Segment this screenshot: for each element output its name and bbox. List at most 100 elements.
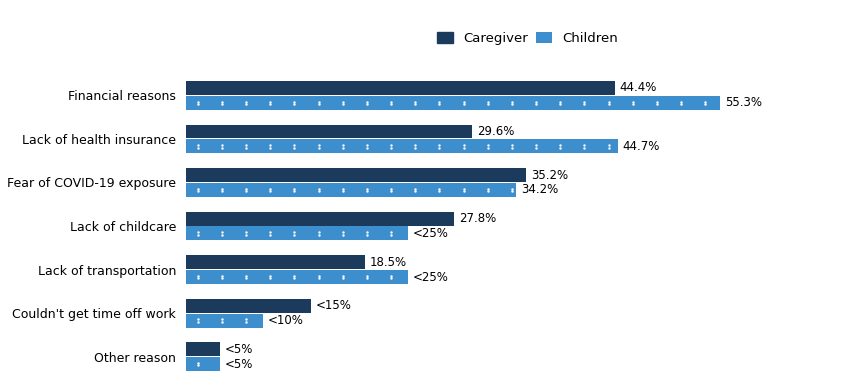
- Text: <25%: <25%: [413, 270, 449, 283]
- Point: [409, 185, 422, 192]
- Point: [456, 101, 470, 107]
- Point: [360, 101, 374, 107]
- Point: [433, 98, 446, 105]
- Point: [360, 275, 374, 281]
- Point: [336, 229, 349, 235]
- Point: [191, 362, 205, 368]
- Point: [505, 101, 518, 107]
- Point: [456, 185, 470, 192]
- Point: [699, 98, 712, 105]
- Point: [287, 98, 301, 105]
- Point: [287, 185, 301, 192]
- Bar: [185, 81, 615, 95]
- Point: [240, 275, 253, 281]
- Point: [409, 144, 422, 151]
- Point: [602, 101, 615, 107]
- Point: [336, 144, 349, 151]
- Point: [264, 188, 277, 194]
- Point: [215, 188, 229, 194]
- Point: [409, 142, 422, 148]
- Point: [505, 98, 518, 105]
- Point: [530, 142, 543, 148]
- Point: [481, 185, 495, 192]
- Point: [336, 185, 349, 192]
- Point: [674, 98, 688, 105]
- Point: [215, 142, 229, 148]
- Point: [384, 142, 398, 148]
- Point: [287, 275, 301, 281]
- Point: [240, 101, 253, 107]
- Point: [481, 101, 495, 107]
- Point: [456, 98, 470, 105]
- Point: [650, 101, 664, 107]
- Text: <15%: <15%: [316, 299, 352, 312]
- Text: 29.6%: 29.6%: [477, 125, 514, 138]
- Bar: [185, 357, 219, 371]
- Point: [336, 188, 349, 194]
- Point: [505, 144, 518, 151]
- Point: [384, 232, 398, 238]
- Point: [456, 142, 470, 148]
- Point: [312, 232, 326, 238]
- Point: [264, 185, 277, 192]
- Bar: [185, 270, 408, 284]
- Point: [215, 101, 229, 107]
- Point: [409, 188, 422, 194]
- Point: [336, 232, 349, 238]
- Point: [264, 144, 277, 151]
- Point: [215, 316, 229, 323]
- Point: [191, 185, 205, 192]
- Point: [191, 98, 205, 105]
- Point: [191, 360, 205, 366]
- Point: [384, 275, 398, 281]
- Point: [360, 229, 374, 235]
- Point: [191, 101, 205, 107]
- Text: 44.7%: 44.7%: [623, 140, 660, 153]
- Point: [287, 232, 301, 238]
- Point: [191, 273, 205, 279]
- Point: [336, 275, 349, 281]
- Point: [409, 98, 422, 105]
- Bar: [185, 299, 311, 313]
- Text: <10%: <10%: [268, 314, 303, 327]
- Point: [481, 188, 495, 194]
- Text: 34.2%: 34.2%: [521, 183, 558, 196]
- Point: [626, 98, 639, 105]
- Bar: [185, 227, 408, 240]
- Point: [505, 142, 518, 148]
- Bar: [185, 183, 516, 197]
- Point: [384, 229, 398, 235]
- Point: [578, 98, 592, 105]
- Point: [360, 232, 374, 238]
- Point: [264, 273, 277, 279]
- Point: [240, 229, 253, 235]
- Point: [602, 142, 615, 148]
- Point: [456, 144, 470, 151]
- Point: [578, 144, 592, 151]
- Text: 27.8%: 27.8%: [459, 212, 496, 225]
- Bar: [185, 342, 219, 356]
- Point: [336, 98, 349, 105]
- Point: [240, 316, 253, 323]
- Point: [312, 229, 326, 235]
- Point: [360, 185, 374, 192]
- Point: [264, 275, 277, 281]
- Point: [312, 273, 326, 279]
- Point: [433, 142, 446, 148]
- Point: [240, 98, 253, 105]
- Point: [433, 144, 446, 151]
- Point: [530, 144, 543, 151]
- Point: [191, 316, 205, 323]
- Point: [191, 229, 205, 235]
- Point: [530, 98, 543, 105]
- Point: [674, 101, 688, 107]
- Point: [312, 275, 326, 281]
- Point: [240, 142, 253, 148]
- Bar: [185, 212, 455, 226]
- Point: [699, 101, 712, 107]
- Point: [287, 101, 301, 107]
- Point: [312, 101, 326, 107]
- Point: [650, 98, 664, 105]
- Point: [505, 185, 518, 192]
- Text: <25%: <25%: [413, 227, 449, 240]
